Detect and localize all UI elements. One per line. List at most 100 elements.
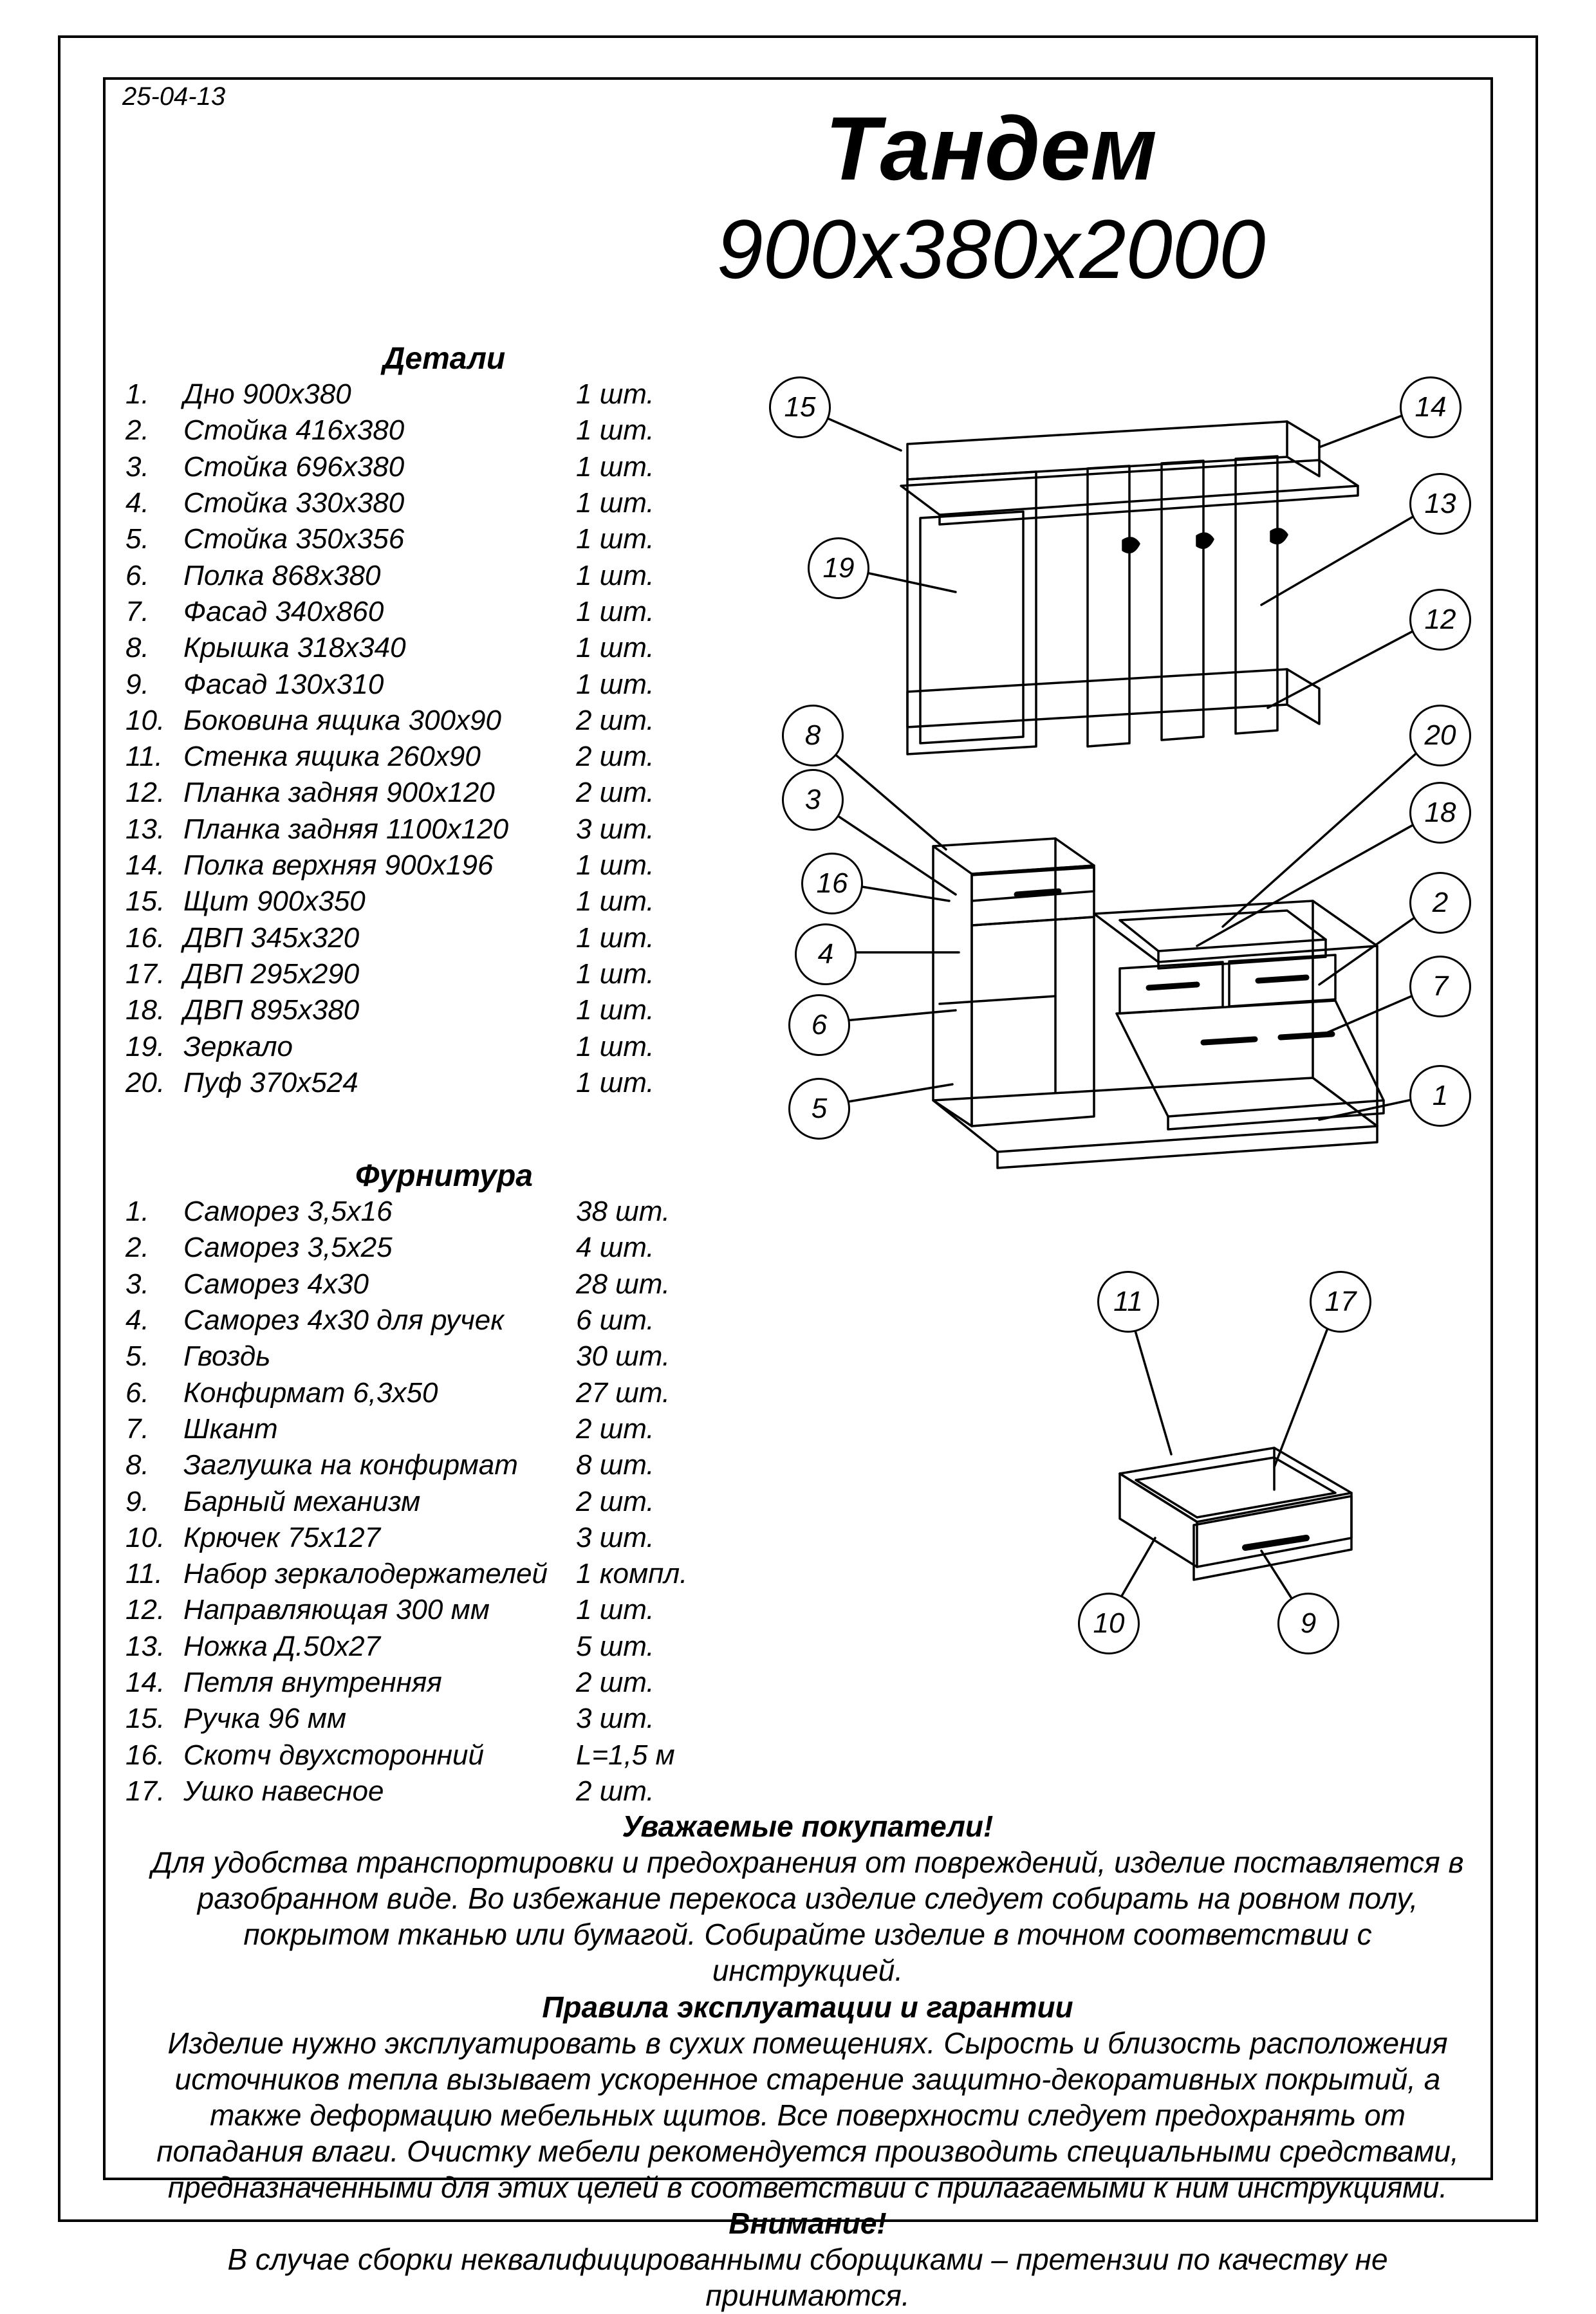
drawer-diagram: 1117109 <box>991 1261 1442 1673</box>
row-number: 17. <box>125 956 183 992</box>
list-row: 8.Заглушка на конфирмат 8 шт. <box>125 1447 763 1483</box>
row-quantity: 38 шт. <box>576 1194 743 1230</box>
callout-18: 18 <box>1409 782 1471 844</box>
row-number: 15. <box>125 1701 183 1737</box>
row-number: 16. <box>125 1737 183 1773</box>
row-description: Пуф 370x524 <box>183 1065 576 1101</box>
row-description: Планка задняя 900x120 <box>183 775 576 811</box>
row-quantity: 27 шт. <box>576 1375 743 1411</box>
row-quantity: 28 шт. <box>576 1266 743 1302</box>
list-row: 16. Скотч двухстороннийL=1,5 м <box>125 1737 763 1773</box>
row-description: ДВП 345x320 <box>183 920 576 956</box>
list-row: 13. Ножка Д.50x27 5 шт. <box>125 1629 763 1665</box>
row-description: Ножка Д.50x27 <box>183 1629 576 1665</box>
footer-heading-1: Уважаемые покупатели! <box>148 1808 1467 1844</box>
list-row: 7.Шкант 2 шт. <box>125 1411 763 1447</box>
callout-20: 20 <box>1409 705 1471 766</box>
row-number: 8. <box>125 1447 183 1483</box>
list-row: 12. Планка задняя 900x1202 шт. <box>125 775 763 811</box>
row-number: 5. <box>125 1338 183 1375</box>
document-date: 25-04-13 <box>122 82 225 111</box>
row-number: 1. <box>125 1194 183 1230</box>
row-quantity: 3 шт. <box>576 811 743 847</box>
row-number: 12. <box>125 775 183 811</box>
title-block: Тандем 900x380x2000 <box>515 97 1467 297</box>
list-row: 2.Стойка 416x3801 шт. <box>125 412 763 449</box>
product-name: Тандем <box>515 97 1467 201</box>
callout-9: 9 <box>1277 1593 1339 1654</box>
callout-11: 11 <box>1097 1271 1159 1333</box>
row-quantity: 1 шт. <box>576 1592 743 1628</box>
list-row: 9.Фасад 130x3101 шт. <box>125 667 763 703</box>
callout-5: 5 <box>788 1078 850 1140</box>
row-number: 11. <box>125 739 183 775</box>
row-quantity: 2 шт. <box>576 703 743 739</box>
row-number: 8. <box>125 630 183 666</box>
row-quantity: 2 шт. <box>576 1411 743 1447</box>
list-row: 10. Боковина ящика 300x902 шт. <box>125 703 763 739</box>
row-number: 4. <box>125 485 183 521</box>
list-row: 5.Гвоздь30 шт. <box>125 1338 763 1375</box>
row-description: Набор зеркалодержателей <box>183 1556 576 1592</box>
hardware-heading: Фурнитура <box>125 1158 763 1194</box>
list-row: 3.Саморез 4x3028 шт. <box>125 1266 763 1302</box>
row-number: 9. <box>125 1484 183 1520</box>
row-number: 5. <box>125 521 183 557</box>
row-number: 13. <box>125 1629 183 1665</box>
list-row: 16. ДВП 345x3201 шт. <box>125 920 763 956</box>
row-description: Фасад 130x310 <box>183 667 576 703</box>
footer-heading-2: Правила эксплуатации и гарантии <box>148 1989 1467 2025</box>
callout-2: 2 <box>1409 872 1471 934</box>
list-row: 5.Стойка 350x3561 шт. <box>125 521 763 557</box>
row-quantity: 6 шт. <box>576 1302 743 1338</box>
list-row: 8.Крышка 318x3401 шт. <box>125 630 763 666</box>
list-row: 11. Набор зеркалодержателей1 компл. <box>125 1556 763 1592</box>
row-number: 10. <box>125 1520 183 1556</box>
list-row: 7.Фасад 340x8601 шт. <box>125 594 763 630</box>
row-quantity: 2 шт. <box>576 1665 743 1701</box>
row-quantity: 5 шт. <box>576 1629 743 1665</box>
row-quantity: 1 компл. <box>576 1556 743 1592</box>
callout-7: 7 <box>1409 956 1471 1017</box>
row-number: 4. <box>125 1302 183 1338</box>
row-description: Шкант <box>183 1411 576 1447</box>
parts-list: Детали 1.Дно 900x3801 шт.2.Стойка 416x38… <box>125 341 763 1101</box>
list-row: 11. Стенка ящика 260x902 шт. <box>125 739 763 775</box>
row-description: Саморез 4x30 для ручек <box>183 1302 576 1338</box>
row-description: Гвоздь <box>183 1338 576 1375</box>
row-number: 6. <box>125 558 183 594</box>
row-number: 6. <box>125 1375 183 1411</box>
row-description: Стойка 350x356 <box>183 521 576 557</box>
row-description: Крышка 318x340 <box>183 630 576 666</box>
main-exploded-diagram: 151419131283164652018271 <box>759 386 1480 1210</box>
row-number: 13. <box>125 811 183 847</box>
list-row: 1.Дно 900x3801 шт. <box>125 376 763 412</box>
row-number: 2. <box>125 1230 183 1266</box>
row-number: 3. <box>125 449 183 485</box>
row-number: 14. <box>125 847 183 884</box>
row-description: Полка верхняя 900x196 <box>183 847 576 884</box>
row-description: Стойка 416x380 <box>183 412 576 449</box>
row-quantity: 1 шт. <box>576 558 743 594</box>
row-number: 15. <box>125 884 183 920</box>
row-description: Стенка ящика 260x90 <box>183 739 576 775</box>
row-description: Барный механизм <box>183 1484 576 1520</box>
row-number: 12. <box>125 1592 183 1628</box>
callout-10: 10 <box>1078 1593 1140 1654</box>
list-row: 20. Пуф 370x5241 шт. <box>125 1065 763 1101</box>
row-quantity: 4 шт. <box>576 1230 743 1266</box>
row-quantity: 3 шт. <box>576 1520 743 1556</box>
row-quantity: 1 шт. <box>576 956 743 992</box>
list-row: 17. ДВП 295x2901 шт. <box>125 956 763 992</box>
row-quantity: 30 шт. <box>576 1338 743 1375</box>
row-quantity: 2 шт. <box>576 775 743 811</box>
row-quantity: 1 шт. <box>576 920 743 956</box>
callout-12: 12 <box>1409 589 1471 651</box>
row-quantity: 2 шт. <box>576 739 743 775</box>
row-quantity: 1 шт. <box>576 376 743 412</box>
list-row: 6.Конфирмат 6,3x5027 шт. <box>125 1375 763 1411</box>
row-description: Дно 900x380 <box>183 376 576 412</box>
list-row: 19. Зеркало1 шт. <box>125 1029 763 1065</box>
list-row: 6.Полка 868x3801 шт. <box>125 558 763 594</box>
row-quantity: 3 шт. <box>576 1701 743 1737</box>
